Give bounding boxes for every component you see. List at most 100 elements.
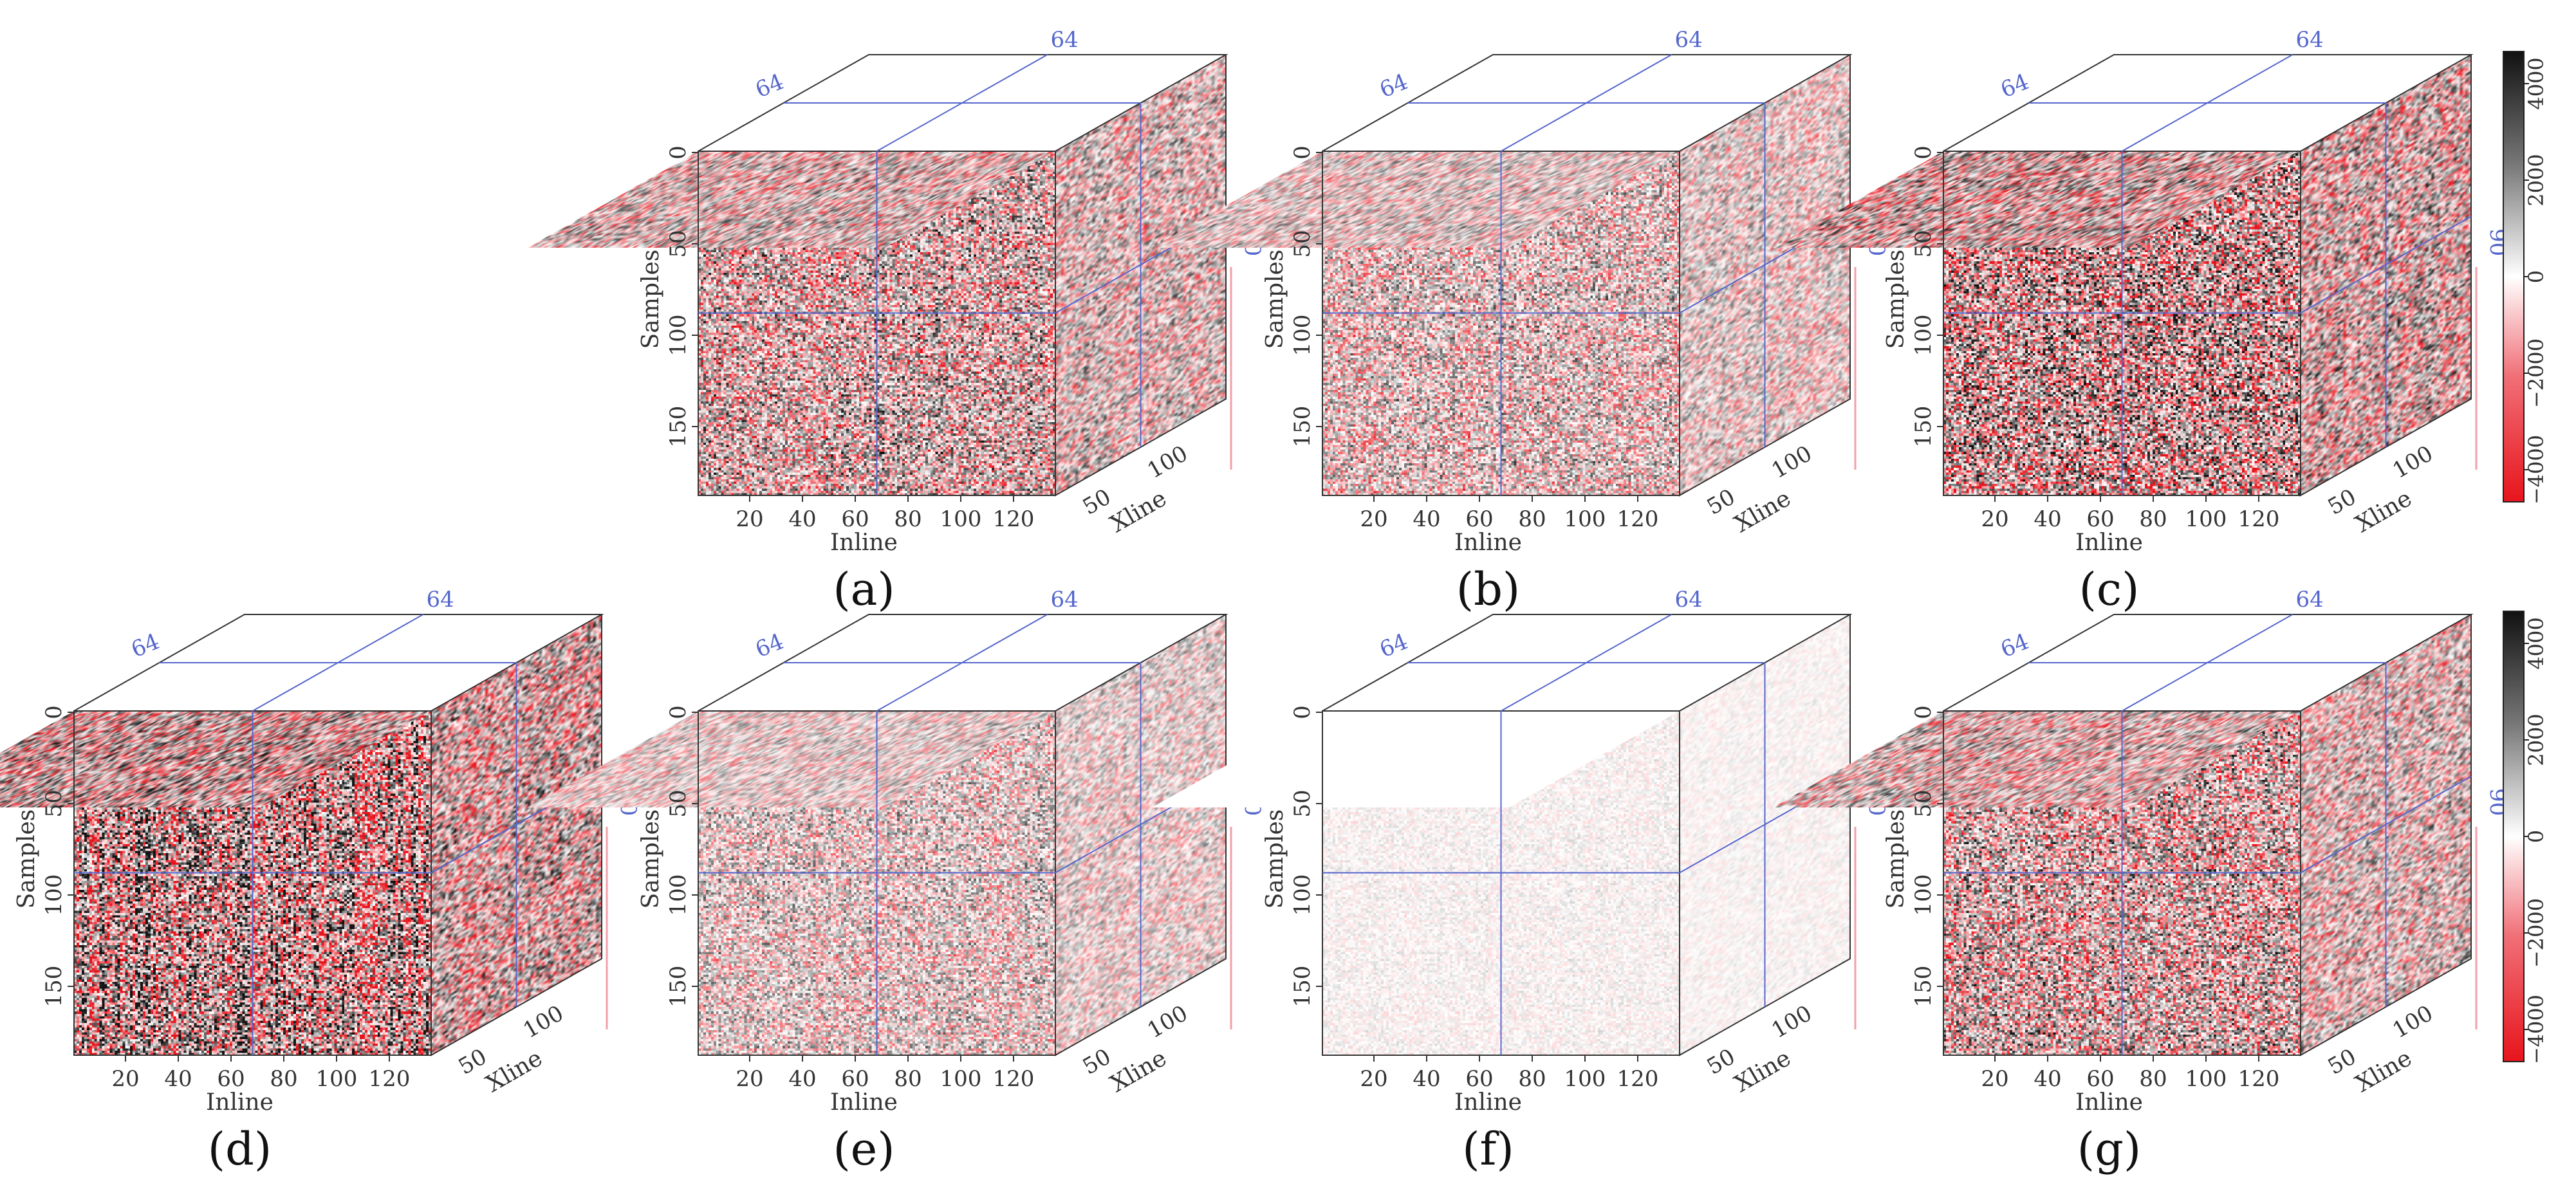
sample-tick-label: 150 [1290, 966, 1315, 1008]
samples-axis-label: Samples [14, 809, 40, 909]
inline-tick-label: 40 [164, 1066, 192, 1092]
inline-tick-label: 60 [1465, 506, 1493, 532]
sample-tick-label: 150 [1290, 406, 1315, 448]
sample-tick-label: 100 [41, 874, 67, 916]
panel-label: (g) [2077, 1123, 2141, 1175]
sample-tick-label: 50 [41, 789, 67, 817]
inline-tick-label: 20 [736, 506, 763, 532]
slice-label-crossline: 64 [127, 629, 163, 663]
slice-label-crossline: 64 [752, 69, 787, 103]
inline-tick-label: 20 [1360, 1066, 1387, 1092]
panel-label: (a) [833, 563, 894, 616]
inline-tick-label: 40 [1413, 506, 1440, 532]
inline-tick-label: 100 [1564, 1066, 1606, 1092]
panel-a: 64649020406080100120Inline050100150Sampl… [528, 27, 1265, 616]
inline-tick-label: 20 [1360, 506, 1387, 532]
colorbar-tick-label: 4000 [2524, 617, 2548, 669]
inline-tick-label: 20 [1981, 506, 2008, 532]
top-face [1152, 711, 1680, 807]
sample-tick-label: 50 [1290, 789, 1315, 817]
samples-axis-label: Samples [1262, 250, 1288, 349]
inline-axis-label: Inline [1454, 1089, 1522, 1116]
sample-tick-label: 50 [665, 789, 691, 817]
colorbar-tick-label: 0 [2524, 830, 2548, 843]
inline-tick-label: 120 [1617, 1066, 1659, 1092]
inline-tick-label: 40 [788, 506, 816, 532]
slice-label-inline: 64 [1675, 27, 1703, 53]
xline-tick-label: 100 [1767, 1000, 1816, 1044]
colorbar-tick-label: 4000 [2524, 57, 2548, 109]
inline-tick-label: 60 [2086, 1066, 2114, 1092]
inline-tick-label: 60 [841, 1066, 869, 1092]
colorbar-top: 4000 2000 0 −2000 −4000 [2503, 51, 2548, 504]
inline-tick-label: 80 [2139, 1066, 2167, 1092]
slice-label-inline: 64 [1051, 587, 1079, 613]
sample-tick-label: 0 [1290, 705, 1315, 719]
panel-label: (d) [208, 1123, 272, 1175]
xline-axis-label: Xline [1106, 485, 1171, 538]
inline-tick-label: 20 [111, 1066, 139, 1092]
colorbar-tick-label: −2000 [2524, 898, 2548, 968]
inline-tick-label: 40 [2034, 1066, 2061, 1092]
xline-tick-label: 100 [2388, 1000, 2437, 1044]
inline-axis-label: Inline [2075, 1089, 2143, 1116]
inline-tick-label: 100 [2185, 506, 2227, 532]
xline-axis-label: Xline [1106, 1045, 1171, 1098]
inline-tick-label: 100 [2185, 1066, 2227, 1092]
inline-tick-label: 120 [993, 1066, 1035, 1092]
top-face-blank [1152, 711, 1680, 807]
sample-tick-label: 50 [1911, 789, 1936, 817]
xline-tick-label: 100 [1767, 441, 1816, 484]
samples-axis-label: Samples [638, 809, 664, 909]
sample-tick-label: 100 [665, 874, 691, 916]
sample-tick-label: 0 [665, 145, 691, 160]
slice-label-inline: 64 [1051, 27, 1079, 53]
inline-tick-label: 60 [841, 506, 869, 532]
slice-label-crossline: 64 [1376, 69, 1411, 103]
sample-tick-label: 100 [1911, 874, 1936, 916]
inline-tick-label: 80 [1518, 1066, 1546, 1092]
inline-tick-label: 100 [316, 1066, 358, 1092]
sample-tick-label: 100 [1290, 874, 1315, 916]
sample-tick-label: 0 [41, 705, 67, 719]
slice-label-crossline: 64 [1376, 629, 1411, 663]
inline-axis-label: Inline [830, 530, 898, 556]
inline-tick-label: 40 [788, 1066, 816, 1092]
slice-label-inline: 64 [427, 587, 454, 613]
inline-axis-label: Inline [830, 1089, 898, 1116]
inline-tick-label: 80 [894, 1066, 922, 1092]
colorbar-tick-label: −4000 [2524, 435, 2548, 504]
inline-tick-label: 100 [1564, 506, 1606, 532]
slice-label-crossline: 64 [1997, 629, 2032, 663]
inline-tick-label: 120 [1617, 506, 1659, 532]
sample-tick-label: 0 [665, 705, 691, 719]
colorbar-tick-label: 2000 [2524, 154, 2548, 206]
slice-label-crossline: 64 [752, 629, 787, 663]
inline-tick-label: 20 [736, 1066, 763, 1092]
sample-tick-label: 0 [1911, 705, 1936, 719]
panels-layer: 64649020406080100120Inline050100150Sampl… [0, 27, 2510, 1175]
xline-tick-label: 100 [1143, 1000, 1192, 1044]
colorbar-gradient [2503, 51, 2525, 502]
colorbar-tick-label: 2000 [2524, 714, 2548, 766]
inline-tick-label: 80 [2139, 506, 2167, 532]
inline-tick-label: 120 [993, 506, 1035, 532]
xline-axis-label: Xline [482, 1045, 547, 1098]
sample-tick-label: 0 [1290, 145, 1315, 160]
panel-label: (e) [833, 1123, 894, 1175]
samples-axis-label: Samples [1262, 809, 1288, 909]
inline-tick-label: 80 [1518, 506, 1546, 532]
sample-tick-label: 50 [1911, 230, 1936, 257]
inline-tick-label: 40 [2034, 506, 2061, 532]
samples-axis-label: Samples [1883, 809, 1909, 909]
inline-tick-label: 100 [940, 506, 982, 532]
inline-tick-label: 100 [940, 1066, 982, 1092]
samples-axis-label: Samples [1883, 250, 1909, 349]
inline-axis-label: Inline [1454, 530, 1522, 556]
sample-tick-label: 0 [1911, 145, 1936, 160]
panel-d: 64649020406080100120Inline050100150Sampl… [0, 587, 641, 1175]
colorbar-bottom: 4000 2000 0 −2000 −4000 [2503, 611, 2548, 1064]
